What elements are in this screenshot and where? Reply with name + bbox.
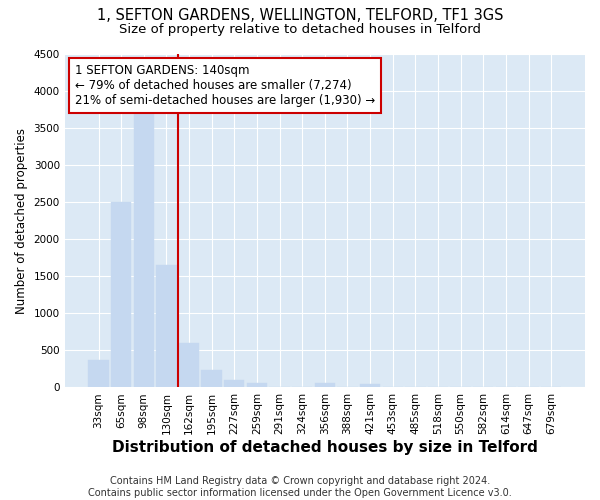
Text: Contains HM Land Registry data © Crown copyright and database right 2024.
Contai: Contains HM Land Registry data © Crown c… <box>88 476 512 498</box>
Bar <box>314 383 335 388</box>
Text: Size of property relative to detached houses in Telford: Size of property relative to detached ho… <box>119 22 481 36</box>
Bar <box>111 202 131 388</box>
Text: 1, SEFTON GARDENS, WELLINGTON, TELFORD, TF1 3GS: 1, SEFTON GARDENS, WELLINGTON, TELFORD, … <box>97 8 503 22</box>
Bar <box>88 360 109 388</box>
Bar <box>202 370 222 388</box>
Y-axis label: Number of detached properties: Number of detached properties <box>15 128 28 314</box>
Bar <box>224 380 244 388</box>
Bar <box>134 110 154 388</box>
Bar <box>360 384 380 388</box>
X-axis label: Distribution of detached houses by size in Telford: Distribution of detached houses by size … <box>112 440 538 455</box>
Bar <box>247 383 267 388</box>
Text: 1 SEFTON GARDENS: 140sqm
← 79% of detached houses are smaller (7,274)
21% of sem: 1 SEFTON GARDENS: 140sqm ← 79% of detach… <box>75 64 376 107</box>
Bar <box>156 265 176 388</box>
Bar <box>179 343 199 388</box>
